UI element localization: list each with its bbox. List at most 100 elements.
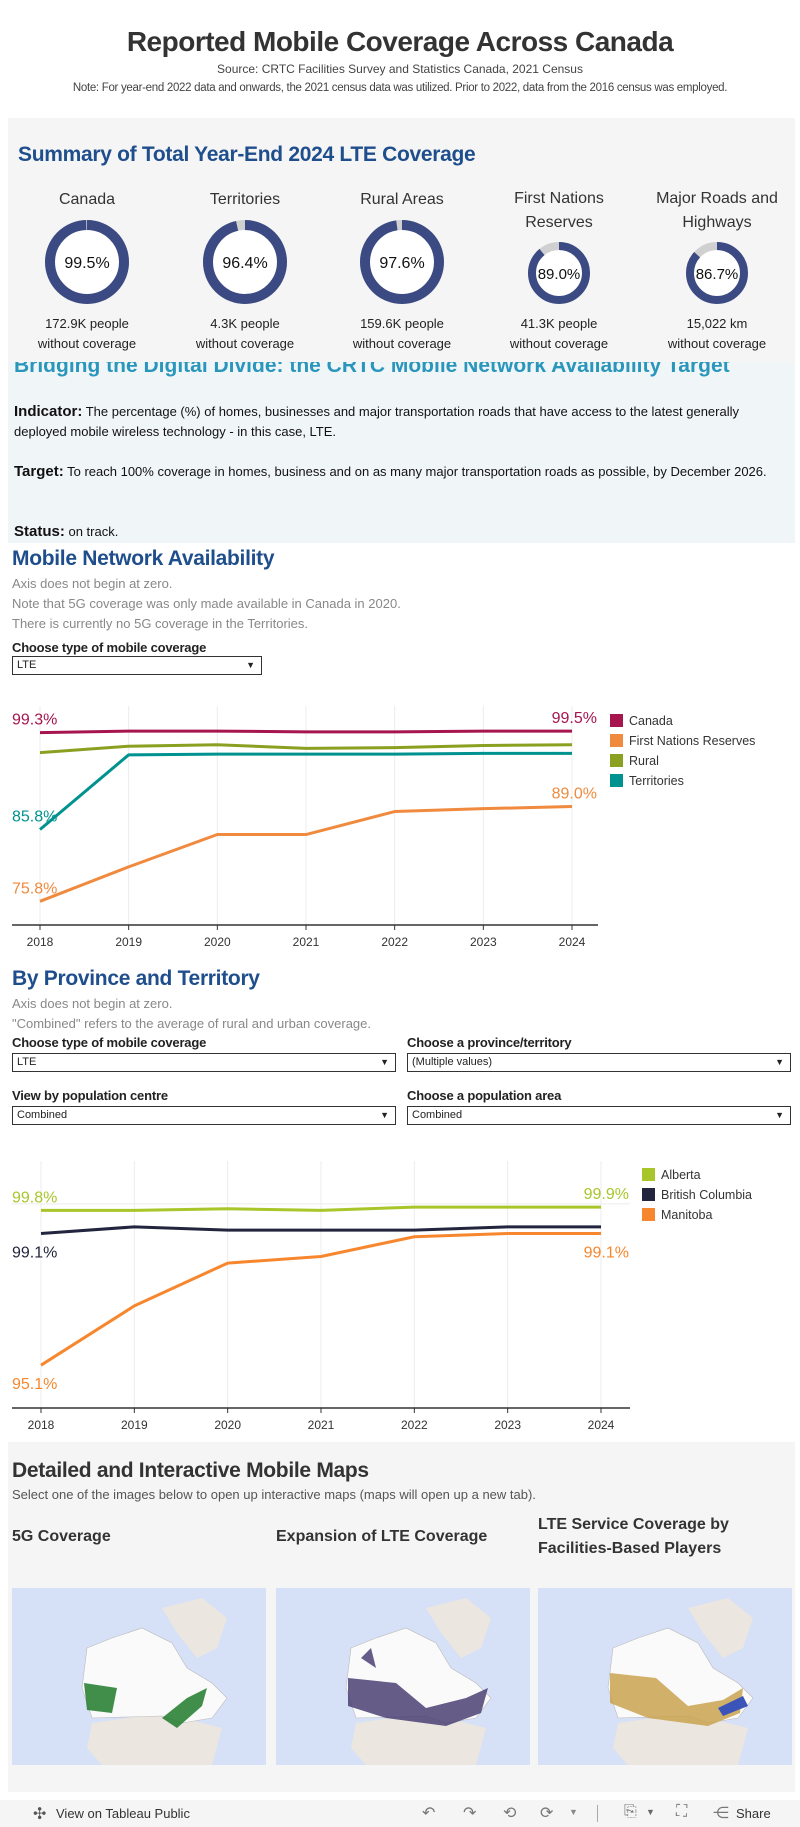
legend-label[interactable]: Rural xyxy=(629,754,659,768)
usa xyxy=(613,1713,748,1765)
series-line-alberta[interactable] xyxy=(41,1205,601,1212)
kpi-donut: 99.5% xyxy=(45,220,129,304)
legend-swatch xyxy=(610,754,623,767)
share-button[interactable]: Share xyxy=(736,1806,771,1821)
legend-label[interactable]: Territories xyxy=(629,774,684,788)
kpi-value: 89.0% xyxy=(538,266,581,283)
indicator-text: Indicator: The percentage (%) of homes, … xyxy=(14,403,739,439)
data-label: 75.8% xyxy=(12,880,57,897)
map-thumbnail-2[interactable] xyxy=(276,1588,530,1765)
donut-value-arc xyxy=(203,220,287,304)
map-thumbnail-3[interactable] xyxy=(538,1588,792,1765)
data-label: 85.8% xyxy=(12,809,57,826)
legend-swatch xyxy=(642,1208,655,1221)
data-label: 99.5% xyxy=(552,710,597,727)
chevron-down-icon: ▼ xyxy=(775,1110,784,1120)
province-label: Choose a province/territory xyxy=(407,1035,572,1050)
kpi-value: 96.4% xyxy=(222,255,267,272)
revert-icon[interactable]: ⟲ xyxy=(503,1805,517,1822)
chevron-down-icon[interactable]: ▼ xyxy=(646,1807,655,1817)
redo-icon[interactable]: ↷ xyxy=(463,1805,477,1822)
kpi-value: 99.5% xyxy=(64,255,109,272)
legend-label[interactable]: Alberta xyxy=(661,1168,701,1182)
legend-swatch xyxy=(642,1188,655,1201)
kpi-donut: 97.6% xyxy=(360,220,444,304)
data-label: 99.3% xyxy=(12,712,57,729)
legend-label[interactable]: Canada xyxy=(629,714,673,728)
data-label: 89.0% xyxy=(552,786,597,803)
x-tick-label: 2020 xyxy=(214,1418,241,1432)
kpi-donut: 86.7% xyxy=(686,242,748,304)
greenland xyxy=(426,1598,491,1658)
coverage-type-label: Choose type of mobile coverage xyxy=(12,640,207,655)
data-label: 99.1% xyxy=(584,1244,629,1261)
series-line-british-columbia[interactable] xyxy=(40,1225,601,1235)
kpi-title: Territories xyxy=(209,191,281,208)
maps-heading: Detailed and Interactive Mobile Maps xyxy=(12,1459,369,1482)
fullscreen-icon[interactable]: ⛶ xyxy=(676,1803,688,1820)
kpi-detail: 41.3K people without coverage xyxy=(509,316,609,351)
donut-value-arc xyxy=(528,242,590,304)
data-label: 99.9% xyxy=(584,1186,629,1203)
coverage-type-dropdown[interactable]: LTE ▼ xyxy=(12,1053,396,1072)
kpi-title: First Nations Reserves xyxy=(514,190,604,231)
series-line-rural[interactable] xyxy=(39,743,573,755)
x-tick-label: 2019 xyxy=(115,935,142,949)
x-tick-label: 2021 xyxy=(308,1418,335,1432)
divider xyxy=(597,1805,598,1822)
kpi-value: 86.7% xyxy=(696,266,739,283)
census-note: Note: For year-end 2022 data and onwards… xyxy=(72,82,728,94)
share-icon[interactable]: ⋲ xyxy=(713,1805,729,1822)
coverage-area xyxy=(84,1683,207,1728)
greenland xyxy=(162,1598,227,1658)
donut-value-arc xyxy=(360,220,444,304)
x-tick-label: 2020 xyxy=(204,935,231,949)
map-title: Expansion of LTE Coverage xyxy=(276,1528,488,1545)
target-heading: Bridging the Digital Divide: the CRTC Mo… xyxy=(14,362,730,377)
kpi-donut: 96.4% xyxy=(203,220,287,304)
donut-value-arc xyxy=(686,242,748,304)
province-notes: Axis does not begin at zero. "Combined" r… xyxy=(12,996,371,1031)
page-title: Reported Mobile Coverage Across Canada xyxy=(126,26,674,57)
legend-swatch xyxy=(610,774,623,787)
x-tick-label: 2018 xyxy=(27,935,54,949)
x-tick-label: 2018 xyxy=(28,1418,55,1432)
usa xyxy=(351,1713,486,1765)
chevron-down-icon[interactable]: ▼ xyxy=(569,1807,578,1817)
undo-icon[interactable]: ↶ xyxy=(422,1805,436,1822)
chevron-down-icon: ▼ xyxy=(380,1057,389,1067)
population-centre-label: View by population centre xyxy=(12,1088,168,1103)
series-line-canada[interactable] xyxy=(39,729,572,735)
status-text: Status: on track. xyxy=(14,523,119,540)
tableau-toolbar: ✣ View on Tableau Public ↶ ↷ ⟲ ⟳ ▼ ⎘ ▼ ⛶… xyxy=(0,1800,800,1827)
series-line-manitoba[interactable] xyxy=(40,1231,601,1367)
summary-heading: Summary of Total Year-End 2024 LTE Cover… xyxy=(18,143,476,166)
map-thumbnail-1[interactable] xyxy=(12,1588,266,1765)
kpi-title: Major Roads and Highways xyxy=(656,190,778,231)
series-line-territories[interactable] xyxy=(39,751,572,831)
province-dropdown[interactable]: (Multiple values) ▼ xyxy=(407,1053,791,1072)
download-icon[interactable]: ⎘ xyxy=(624,1803,637,1820)
legend-swatch xyxy=(610,714,623,727)
series-line-first-nations-reserves[interactable] xyxy=(39,805,573,903)
x-tick-label: 2019 xyxy=(121,1418,148,1432)
population-centre-dropdown[interactable]: Combined ▼ xyxy=(12,1106,396,1125)
target-panel: Bridging the Digital Divide: the CRTC Mo… xyxy=(8,362,795,543)
chevron-down-icon: ▼ xyxy=(246,660,255,670)
kpi-detail: 4.3K people without coverage xyxy=(195,316,295,351)
tableau-logo-icon: ✣ xyxy=(33,1806,47,1823)
target-text: Target: To reach 100% coverage in homes,… xyxy=(14,463,767,480)
kpi-detail: 172.9K people without coverage xyxy=(37,316,137,351)
coverage-type-dropdown[interactable]: LTE ▼ xyxy=(12,656,262,675)
coverage-area xyxy=(348,1648,488,1726)
donut-value-arc xyxy=(45,220,129,304)
chevron-down-icon: ▼ xyxy=(380,1110,389,1120)
legend-label[interactable]: Manitoba xyxy=(661,1208,712,1222)
legend-label[interactable]: British Columbia xyxy=(661,1188,752,1202)
population-area-dropdown[interactable]: Combined ▼ xyxy=(407,1106,791,1125)
legend-label[interactable]: First Nations Reserves xyxy=(629,734,755,748)
view-on-tableau-link[interactable]: View on Tableau Public xyxy=(56,1806,190,1821)
refresh-icon[interactable]: ⟳ xyxy=(540,1805,554,1822)
source-note: Source: CRTC Facilities Survey and Stati… xyxy=(217,62,583,76)
